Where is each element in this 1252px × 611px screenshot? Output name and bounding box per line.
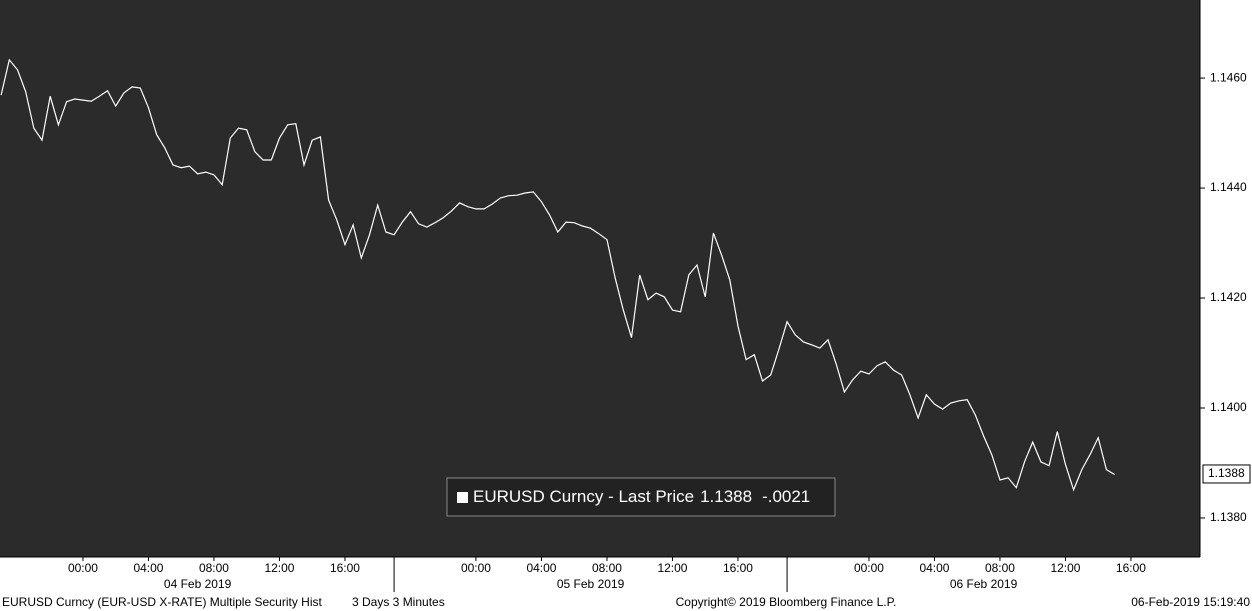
x-tick-label: 12:00 bbox=[657, 561, 687, 575]
legend-swatch bbox=[457, 492, 468, 503]
legend-part: EURUSD Curncy - Last Price bbox=[473, 487, 694, 506]
x-tick-label: 12:00 bbox=[1050, 561, 1080, 575]
last-price-box bbox=[1202, 464, 1251, 484]
footer-period: 3 Days 3 Minutes bbox=[352, 595, 445, 609]
day-label: 05 Feb 2019 bbox=[557, 577, 625, 591]
footer-security: EURUSD Curncy (EUR-USD X-RATE) Multiple … bbox=[2, 595, 322, 609]
x-tick-label: 08:00 bbox=[985, 561, 1015, 575]
x-tick-label: 00:00 bbox=[854, 561, 884, 575]
x-tick-label: 04:00 bbox=[526, 561, 556, 575]
x-tick-label: 04:00 bbox=[133, 561, 163, 575]
x-tick-label: 08:00 bbox=[592, 561, 622, 575]
y-tick-label: 1.1460 bbox=[1210, 70, 1247, 84]
x-tick-label: 04:00 bbox=[919, 561, 949, 575]
y-tick-label: 1.1440 bbox=[1210, 180, 1247, 194]
y-tick-label: 1.1420 bbox=[1210, 290, 1247, 304]
last-price-label: 1.1388 bbox=[1208, 466, 1245, 480]
legend-text: EURUSD Curncy - Last Price 1.1388 -.0021 bbox=[473, 487, 810, 506]
plot-area bbox=[0, 0, 1200, 557]
legend: EURUSD Curncy - Last Price 1.1388 -.0021 bbox=[446, 477, 836, 517]
x-tick-label: 12:00 bbox=[264, 561, 294, 575]
y-tick-label: 1.1400 bbox=[1210, 400, 1247, 414]
footer-copyright: Copyright© 2019 Bloomberg Finance L.P. bbox=[676, 595, 897, 609]
legend-part: -.0021 bbox=[762, 487, 810, 506]
x-tick-label: 00:00 bbox=[68, 561, 98, 575]
legend-box bbox=[446, 477, 836, 517]
x-tick-label: 16:00 bbox=[1116, 561, 1146, 575]
day-label: 04 Feb 2019 bbox=[164, 577, 232, 591]
y-tick-label: 1.1380 bbox=[1210, 510, 1247, 524]
day-label: 06 Feb 2019 bbox=[950, 577, 1018, 591]
x-tick-label: 08:00 bbox=[199, 561, 229, 575]
legend-part: 1.1388 bbox=[700, 487, 752, 506]
footer-timestamp: 06-Feb-2019 15:19:40 bbox=[1131, 595, 1250, 609]
x-tick-label: 16:00 bbox=[723, 561, 753, 575]
price-line bbox=[0, 58, 1115, 492]
x-tick-label: 16:00 bbox=[330, 561, 360, 575]
x-tick-label: 00:00 bbox=[461, 561, 491, 575]
